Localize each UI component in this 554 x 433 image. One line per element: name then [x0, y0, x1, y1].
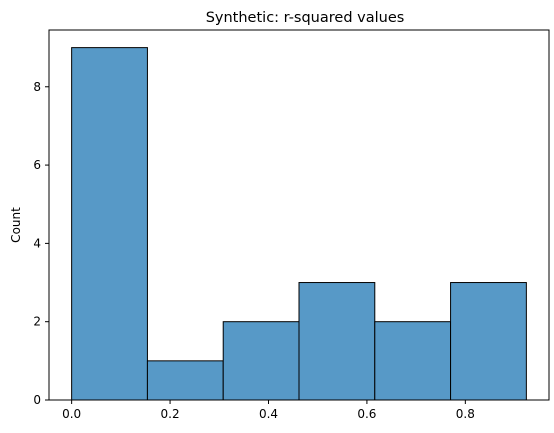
x-tick-label: 0.4 — [259, 407, 278, 421]
x-axis-ticks: 0.0 0.2 0.4 0.6 0.8 — [62, 400, 475, 421]
y-tick-label: 6 — [33, 158, 41, 172]
histogram-bar-3 — [298, 282, 376, 401]
histogram-bar-1 — [146, 360, 224, 401]
histogram-bar-4 — [374, 321, 452, 401]
histogram-bar-5 — [450, 282, 527, 401]
y-tick-label: 2 — [33, 315, 41, 329]
y-tick-label: 0 — [33, 393, 41, 407]
x-tick-label: 0.6 — [357, 407, 376, 421]
bars-group — [71, 47, 527, 401]
y-axis-ticks: 0 2 4 6 8 — [33, 80, 49, 407]
x-tick-label: 0.8 — [456, 407, 475, 421]
x-tick-label: 0.2 — [161, 407, 180, 421]
chart-title: Synthetic: r-squared values — [206, 10, 405, 26]
plot-frame — [48, 29, 550, 401]
y-tick-label: 4 — [33, 236, 41, 250]
y-axis-label: Count — [9, 207, 23, 243]
histogram-bar-2 — [222, 321, 300, 401]
y-tick-label: 8 — [33, 80, 41, 94]
x-tick-label: 0.0 — [62, 407, 81, 421]
histogram-bar-0 — [71, 47, 148, 401]
